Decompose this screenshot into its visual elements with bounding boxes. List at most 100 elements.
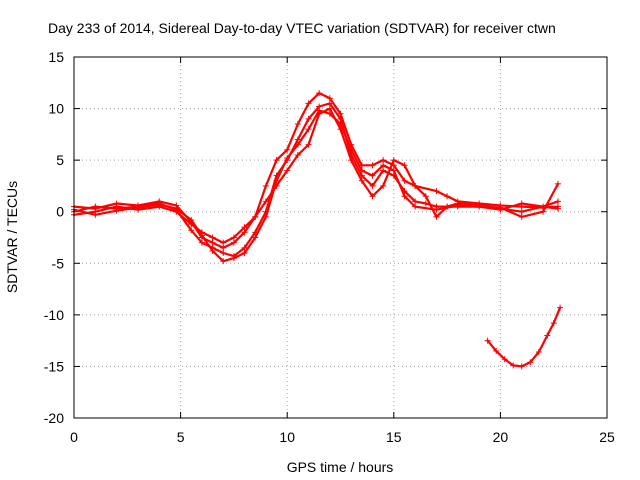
x-tick-label: 0 — [70, 429, 78, 445]
data-point — [198, 239, 205, 246]
data-point — [540, 208, 547, 215]
data-point — [337, 115, 344, 122]
data-point — [401, 162, 408, 169]
data-point — [518, 363, 525, 370]
data-point — [380, 162, 387, 169]
data-point — [544, 332, 551, 339]
data-point — [358, 167, 365, 174]
x-tick-label: 5 — [177, 429, 185, 445]
y-tick-label: 5 — [56, 152, 64, 168]
data-point — [518, 213, 525, 220]
data-point — [433, 188, 440, 195]
data-point — [273, 157, 280, 164]
series-line — [486, 306, 562, 368]
data-point — [273, 177, 280, 184]
data-point — [252, 213, 259, 220]
x-axis-label: GPS time / hours — [287, 459, 394, 475]
data-point — [554, 198, 561, 205]
data-point — [230, 234, 237, 241]
data-point — [554, 180, 561, 187]
data-point — [550, 320, 557, 327]
x-tick-label: 10 — [279, 429, 295, 445]
data-point — [316, 107, 323, 114]
data-point — [422, 200, 429, 207]
data-point — [198, 232, 205, 239]
data-point — [380, 182, 387, 189]
data-point — [316, 90, 323, 97]
series-night-segment — [484, 304, 564, 370]
data-point — [113, 207, 120, 214]
plot-frame — [73, 56, 608, 419]
data-point — [380, 157, 387, 164]
series-line — [72, 109, 560, 263]
x-axis: 0 5 10 15 20 25 — [70, 57, 615, 445]
data-point — [369, 172, 376, 179]
data-point — [326, 105, 333, 112]
data-point — [401, 193, 408, 200]
y-tick-label: 0 — [56, 204, 64, 220]
data-point — [241, 244, 248, 251]
data-point — [284, 167, 291, 174]
y-tick-label: -20 — [44, 410, 64, 426]
data-point — [284, 155, 291, 162]
data-point — [493, 347, 500, 354]
data-point — [444, 193, 451, 200]
data-point — [305, 100, 312, 107]
data-point — [230, 239, 237, 246]
data-point — [484, 337, 491, 344]
data-point — [412, 198, 419, 205]
data-point — [326, 100, 333, 107]
data-point — [220, 249, 227, 256]
data-point — [241, 249, 248, 256]
data-point — [188, 216, 195, 223]
data-point — [422, 193, 429, 200]
data-point — [412, 182, 419, 189]
series-line — [72, 107, 560, 244]
data-point — [358, 177, 365, 184]
data-point — [294, 141, 301, 148]
y-tick-label: 10 — [48, 101, 64, 117]
data-point — [337, 110, 344, 117]
data-point — [262, 182, 269, 189]
data-point — [510, 362, 517, 369]
data-point — [209, 247, 216, 254]
data-point — [305, 126, 312, 133]
data-point — [188, 227, 195, 234]
chart-title: Day 233 of 2014, Sidereal Day-to-day VTE… — [48, 20, 556, 36]
series-trace-4 — [71, 107, 561, 265]
data-point — [305, 115, 312, 122]
data-point — [497, 206, 504, 213]
data-point — [433, 213, 440, 220]
data-point — [535, 348, 542, 355]
data-point — [540, 203, 547, 210]
y-tick-label: -5 — [52, 255, 65, 271]
data-point — [294, 121, 301, 128]
plot-area — [71, 90, 564, 370]
data-point — [156, 201, 163, 208]
data-point — [454, 202, 461, 209]
series-trace-3 — [71, 105, 561, 246]
data-point — [241, 229, 248, 236]
data-point — [209, 234, 216, 241]
data-point — [433, 206, 440, 213]
data-point — [326, 110, 333, 117]
data-point — [241, 224, 248, 231]
data-point — [252, 234, 259, 241]
data-point — [390, 157, 397, 164]
data-point — [554, 205, 561, 212]
data-point — [262, 213, 269, 220]
data-point — [173, 205, 180, 212]
data-point — [209, 239, 216, 246]
data-point — [305, 141, 312, 148]
data-point — [284, 146, 291, 153]
data-point — [557, 304, 564, 311]
y-tick-label: 15 — [48, 49, 64, 65]
data-point — [92, 203, 99, 210]
data-point — [401, 177, 408, 184]
data-point — [337, 121, 344, 128]
data-point — [369, 193, 376, 200]
data-point — [326, 95, 333, 102]
data-point — [92, 211, 99, 218]
data-point — [230, 255, 237, 262]
